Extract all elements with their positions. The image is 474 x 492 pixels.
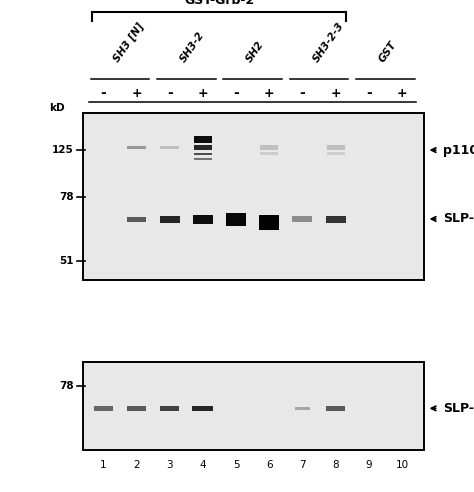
- Text: 8: 8: [332, 460, 339, 470]
- Bar: [292, 216, 312, 222]
- Bar: [260, 146, 278, 150]
- Bar: [127, 406, 146, 410]
- Bar: [326, 215, 346, 223]
- Bar: [194, 146, 212, 150]
- Text: -: -: [167, 87, 173, 100]
- Text: p110: p110: [443, 144, 474, 156]
- Text: 6: 6: [266, 460, 273, 470]
- Bar: [160, 146, 179, 149]
- Text: SLP-65: SLP-65: [443, 402, 474, 415]
- Text: 78: 78: [59, 192, 73, 202]
- Text: 2: 2: [133, 460, 140, 470]
- Bar: [259, 215, 279, 230]
- Bar: [327, 152, 345, 155]
- Text: 10: 10: [395, 460, 409, 470]
- Text: SLP-65: SLP-65: [443, 213, 474, 225]
- Text: SH3-2-3: SH3-2-3: [311, 20, 346, 64]
- Text: 3: 3: [166, 460, 173, 470]
- Text: -: -: [366, 87, 372, 100]
- Text: +: +: [397, 87, 407, 100]
- Bar: [327, 146, 345, 150]
- Bar: [160, 406, 179, 410]
- Text: +: +: [198, 87, 208, 100]
- Text: 5: 5: [233, 460, 239, 470]
- Text: 4: 4: [200, 460, 206, 470]
- Text: kD: kD: [49, 103, 64, 113]
- Bar: [226, 213, 246, 226]
- Text: +: +: [131, 87, 142, 100]
- Text: -: -: [300, 87, 305, 100]
- Bar: [193, 215, 213, 224]
- Text: 125: 125: [52, 145, 73, 155]
- Bar: [94, 406, 113, 410]
- Text: +: +: [264, 87, 274, 100]
- Text: -: -: [100, 87, 106, 100]
- Bar: [83, 362, 424, 450]
- Text: SH3 [N]: SH3 [N]: [111, 21, 146, 64]
- Text: SH3-2: SH3-2: [178, 30, 206, 64]
- Bar: [194, 153, 212, 155]
- Text: GST-Grb-2: GST-Grb-2: [184, 0, 255, 7]
- Bar: [326, 406, 345, 410]
- Bar: [127, 217, 146, 222]
- Text: -: -: [233, 87, 239, 100]
- Text: 78: 78: [59, 381, 73, 391]
- Text: SH2: SH2: [245, 39, 266, 64]
- Bar: [260, 152, 278, 155]
- Text: 9: 9: [365, 460, 372, 470]
- Bar: [295, 407, 310, 410]
- Text: 7: 7: [299, 460, 306, 470]
- Bar: [192, 405, 213, 411]
- Text: GST: GST: [377, 39, 399, 64]
- Text: 51: 51: [59, 256, 73, 266]
- Bar: [127, 146, 146, 149]
- Bar: [194, 157, 212, 160]
- Text: 1: 1: [100, 460, 107, 470]
- Bar: [194, 136, 212, 143]
- Bar: [160, 216, 180, 222]
- Bar: [83, 113, 424, 280]
- Text: +: +: [330, 87, 341, 100]
